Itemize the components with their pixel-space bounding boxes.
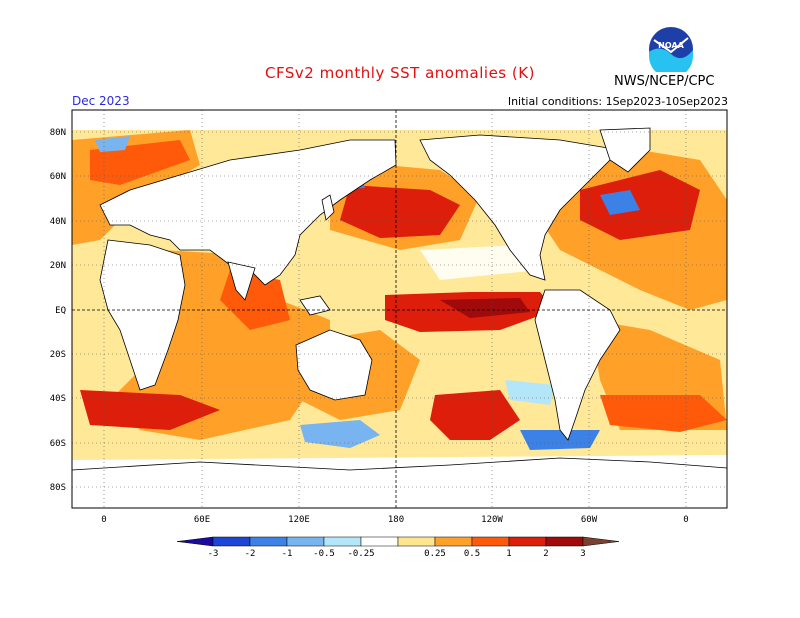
colorbar-tick-label: -3 [208, 549, 219, 559]
colorbar-tick-label: -0.25 [347, 549, 374, 559]
colorbar-tick-label: -0.5 [313, 549, 335, 559]
agency-label: NWS/NCEP/CPC [614, 74, 715, 89]
colorbar-min-arrow [176, 536, 214, 547]
map-frame [71, 109, 728, 509]
reference-lines [72, 110, 727, 508]
colorbar-tick-label: 2 [543, 549, 548, 559]
colorbar-swatch [323, 536, 362, 547]
lon-label: 120W [481, 515, 503, 525]
lon-label: 0 [101, 515, 106, 525]
colorbar-tick-label: 1 [506, 549, 511, 559]
colorbar-swatch [249, 536, 288, 547]
colorbar-swatch [471, 536, 510, 547]
colorbar-tick-label: 0.5 [464, 549, 480, 559]
colorbar-tick-label: 3 [580, 549, 585, 559]
lat-label: 80S [50, 483, 66, 493]
colorbar-swatch [434, 536, 473, 547]
lon-label: 120E [288, 515, 310, 525]
colorbar-max-arrow [582, 536, 620, 547]
lat-label: 40N [50, 217, 66, 227]
colorbar-tick-label: -1 [282, 549, 293, 559]
lat-label: 60N [50, 172, 66, 182]
continents [72, 127, 727, 508]
lat-label: 40S [50, 394, 66, 404]
lat-label: 80N [50, 128, 66, 138]
lon-label: 180 [388, 515, 404, 525]
map-field [72, 110, 727, 508]
noaa-logo: NOAA [649, 27, 693, 72]
colorbar-swatch [286, 536, 325, 547]
colorbar-tick-label: -2 [245, 549, 256, 559]
longitude-labels: 0 60E 120E 180 120W 60W 0 [101, 515, 688, 525]
lon-label: 60E [194, 515, 210, 525]
valid-month: Dec 2023 [72, 94, 130, 108]
initial-conditions: Initial conditions: 1Sep2023-10Sep2023 [507, 95, 728, 108]
lon-label: 60W [581, 515, 598, 525]
colorbar-swatch [508, 536, 547, 547]
colorbar-swatch [545, 536, 584, 547]
colorbar-swatch [212, 536, 251, 547]
lon-label: 0 [683, 515, 688, 525]
lat-label: 20S [50, 350, 66, 360]
colorbar-swatch [397, 536, 436, 547]
lat-label: EQ [55, 306, 66, 316]
noaa-logo-text: NOAA [658, 41, 684, 50]
lat-label: 20N [50, 261, 66, 271]
colorbar-swatch [360, 536, 399, 547]
colorbar: -3 -2 -1 -0.5 -0.25 0.25 0.5 1 2 3 [176, 536, 620, 559]
map-title: CFSv2 monthly SST anomalies (K) [265, 64, 535, 82]
latitude-labels: 80N 60N 40N 20N EQ 20S 40S 60S 80S [50, 128, 66, 493]
colorbar-tick-label: 0.25 [424, 549, 446, 559]
lat-label: 60S [50, 439, 66, 449]
